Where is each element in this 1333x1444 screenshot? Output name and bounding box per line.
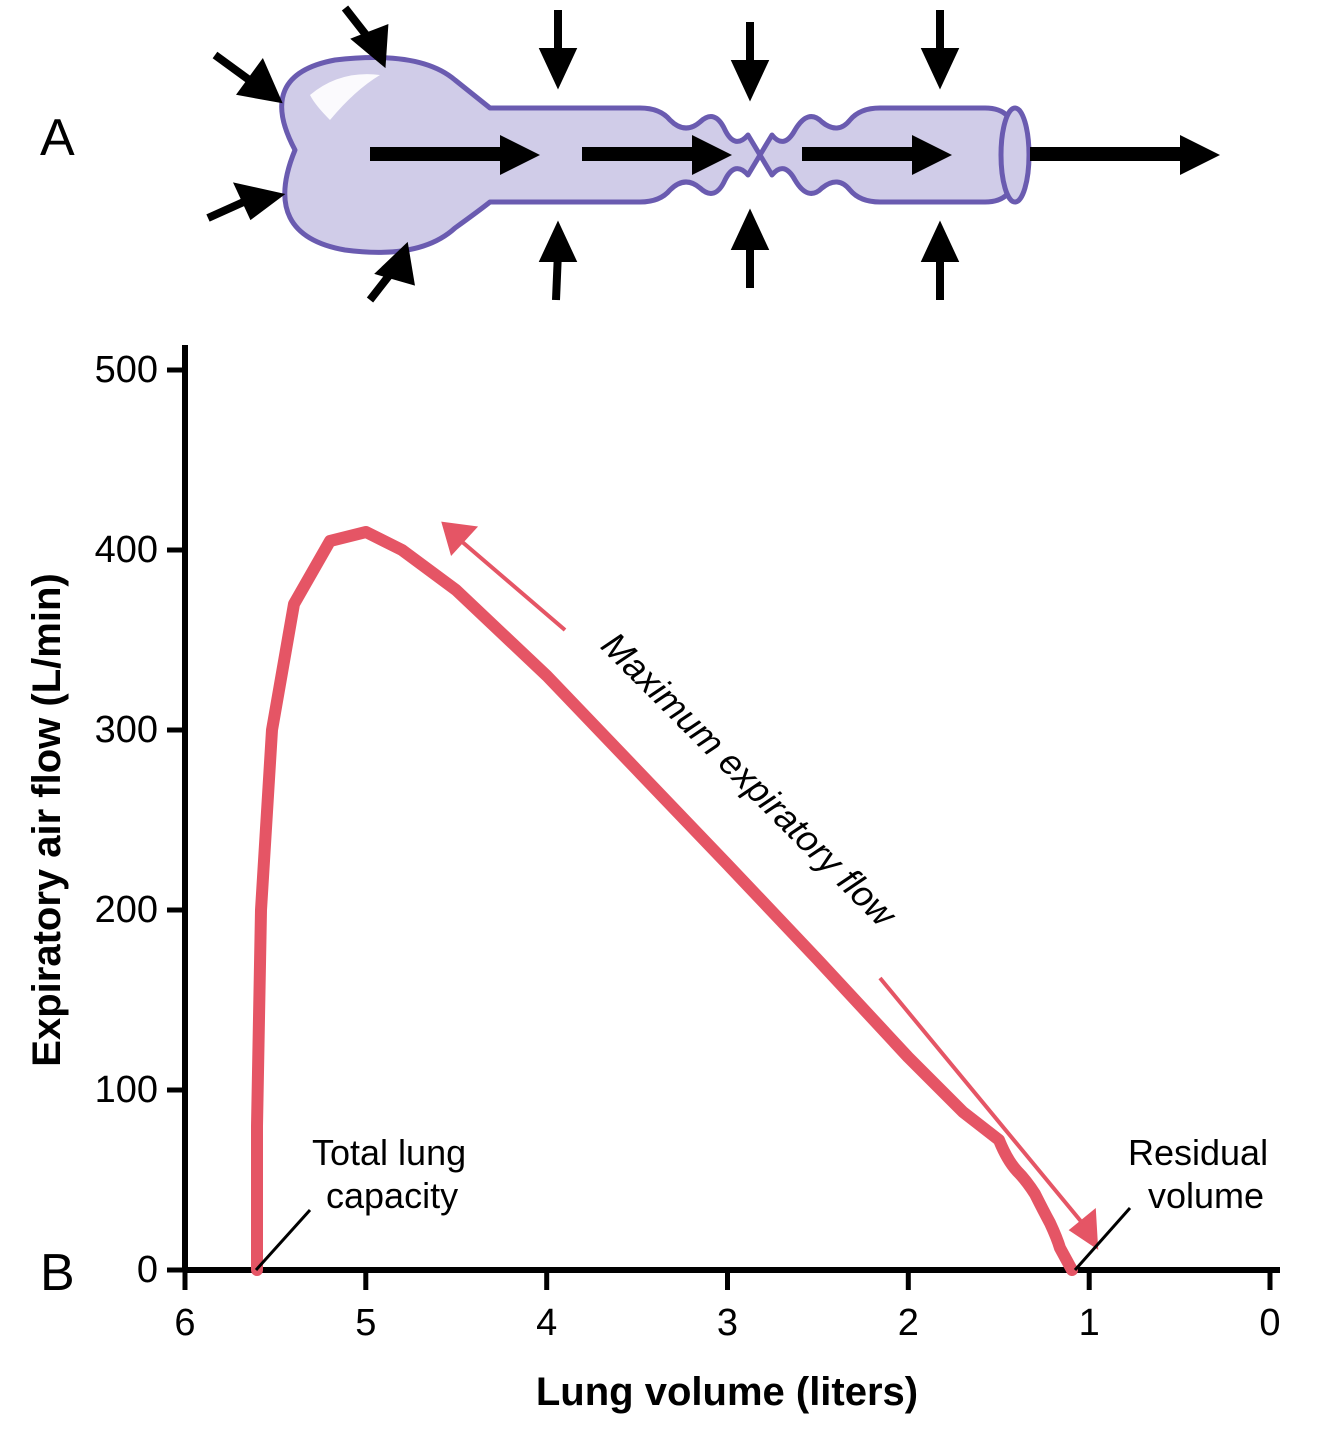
- ytick-label: 500: [95, 349, 158, 391]
- y-axis-label: Expiratory air flow (L/min): [25, 573, 69, 1066]
- compress-arrow-icon: [545, 10, 571, 80]
- xtick-label: 4: [536, 1302, 557, 1344]
- compress-arrow-icon: [737, 218, 763, 288]
- tlc-pointer: [256, 1210, 310, 1270]
- xtick-label: 2: [898, 1302, 919, 1344]
- airway-opening: [1001, 108, 1029, 202]
- compress-arrow-icon: [545, 230, 571, 300]
- panel-b-label: B: [40, 1244, 75, 1302]
- ytick-label: 400: [95, 529, 158, 571]
- figure-svg: A: [0, 0, 1333, 1444]
- x-axis-label: Lung volume (liters): [536, 1370, 918, 1414]
- chart: 0 100 200 300 400 500 6 5 4 3: [25, 345, 1281, 1414]
- figure-container: A: [0, 0, 1333, 1444]
- compress-arrow-icon: [927, 230, 953, 300]
- panel-a-label: A: [40, 109, 75, 167]
- compress-arrow-icon: [345, 8, 384, 60]
- x-tick-labels: 6 5 4 3 2 1 0: [174, 1302, 1280, 1344]
- xtick-label: 0: [1259, 1302, 1280, 1344]
- xtick-label: 6: [174, 1302, 195, 1344]
- ytick-label: 100: [95, 1069, 158, 1111]
- tlc-label-2: capacity: [326, 1175, 458, 1216]
- ytick-label: 0: [137, 1249, 158, 1291]
- tlc-annotation: Total lung capacity: [256, 1132, 466, 1270]
- compress-arrow-icon: [737, 22, 763, 92]
- rv-label-1: Residual: [1128, 1132, 1268, 1173]
- exit-arrow-icon: [1030, 135, 1220, 175]
- ytick-label: 300: [95, 709, 158, 751]
- compress-arrow-icon: [927, 10, 953, 80]
- xtick-label: 3: [717, 1302, 738, 1344]
- y-tick-labels: 0 100 200 300 400 500: [95, 349, 158, 1291]
- ytick-label: 200: [95, 889, 158, 931]
- compress-arrow-icon: [208, 188, 276, 218]
- rv-label-2: volume: [1148, 1175, 1264, 1216]
- xtick-label: 5: [355, 1302, 376, 1344]
- rv-annotation: Residual volume: [1075, 1132, 1268, 1270]
- compress-arrow-icon: [215, 55, 276, 98]
- compress-arrow-icon: [370, 250, 410, 300]
- airway-diagram: [208, 8, 1220, 300]
- tlc-label-1: Total lung: [312, 1132, 466, 1173]
- xtick-label: 1: [1079, 1302, 1100, 1344]
